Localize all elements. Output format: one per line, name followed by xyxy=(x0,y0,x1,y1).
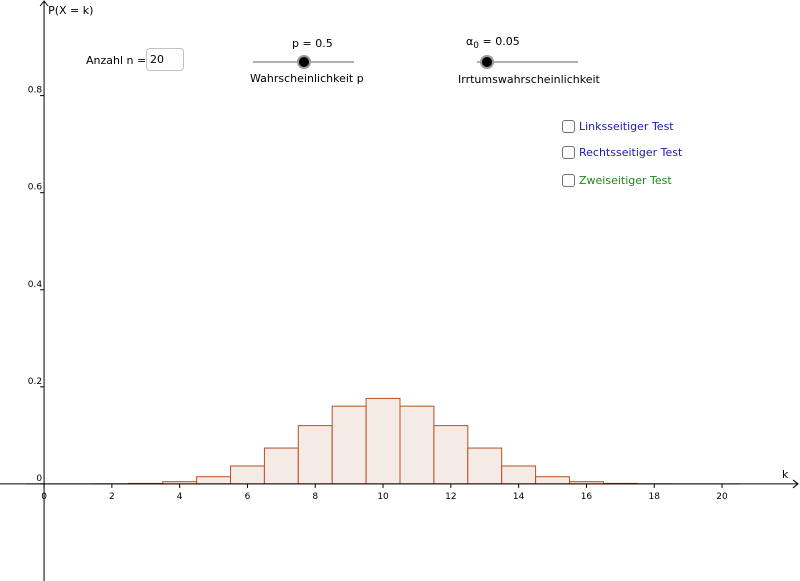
y-tick-label-0: 0 xyxy=(36,474,42,484)
bar-k-13 xyxy=(467,447,503,485)
x-tick-label-20: 20 xyxy=(716,492,728,502)
bars-group xyxy=(26,397,740,485)
x-tick-label-12: 12 xyxy=(445,492,456,502)
x-axis-arrow xyxy=(792,479,799,489)
x-tick-label-8: 8 xyxy=(312,492,318,502)
checkbox-0[interactable] xyxy=(562,120,575,133)
bar-k-12 xyxy=(433,425,469,485)
bar-k-6 xyxy=(230,465,265,485)
ticks-group: 0 2 4 6 8 10 12 14 16 18 20 0 0.2 0.4 0.6 0.8 xyxy=(28,86,728,502)
y-tick-label-4: 0.8 xyxy=(28,86,43,96)
alpha-slider-track[interactable] xyxy=(477,61,578,63)
alpha-subscript: 0 xyxy=(473,41,479,52)
y-axis-label: P(X = k) xyxy=(48,4,93,17)
checkbox-label-1[interactable]: Rechtsseitiger Test xyxy=(579,146,683,159)
y-tick-label-2: 0.4 xyxy=(28,280,43,290)
checkbox-label-0[interactable]: Linksseitiger Test xyxy=(579,120,674,133)
x-axis-label: k xyxy=(782,468,789,481)
alpha-slider-knob[interactable] xyxy=(480,55,495,69)
bar-k-7 xyxy=(263,447,299,485)
y-axis-arrow xyxy=(39,0,49,7)
x-tick-label-16: 16 xyxy=(581,492,593,502)
x-tick-label-18: 18 xyxy=(649,492,661,502)
bar-k-10 xyxy=(365,397,401,485)
p-slider-caption: Wahrscheinlichkeit p xyxy=(250,72,364,85)
p-value-label: p = 0.5 xyxy=(292,37,333,50)
bar-k-5 xyxy=(196,476,232,485)
bar-k-11 xyxy=(399,405,435,485)
alpha-symbol: α xyxy=(466,35,474,48)
p-slider-knob[interactable] xyxy=(296,55,311,69)
y-tick-label-1: 0.2 xyxy=(28,377,42,387)
y-tick-label-3: 0.6 xyxy=(28,183,43,193)
x-tick-label-6: 6 xyxy=(245,492,251,502)
bar-k-9 xyxy=(331,405,367,485)
n-label: Anzahl n = xyxy=(86,54,147,67)
bar-k-14 xyxy=(501,465,537,485)
x-tick-label-10: 10 xyxy=(377,492,389,502)
alpha-slider-caption: Irrtumswahrscheinlichkeit xyxy=(458,73,600,86)
x-tick-label-4: 4 xyxy=(177,492,183,502)
checkbox-1[interactable] xyxy=(562,146,575,159)
x-tick-label-2: 2 xyxy=(109,492,115,502)
bar-k-8 xyxy=(297,425,333,485)
x-tick-label-14: 14 xyxy=(513,492,525,502)
x-tick-label-0: 0 xyxy=(41,492,47,502)
checkbox-2[interactable] xyxy=(562,174,575,187)
alpha-value-text: = 0.05 xyxy=(479,35,520,48)
checkbox-label-2[interactable]: Zweiseitiger Test xyxy=(579,174,672,187)
bar-k-15 xyxy=(535,476,570,485)
n-input[interactable] xyxy=(146,48,184,71)
alpha-value-label: α0 = 0.05 xyxy=(466,35,520,51)
